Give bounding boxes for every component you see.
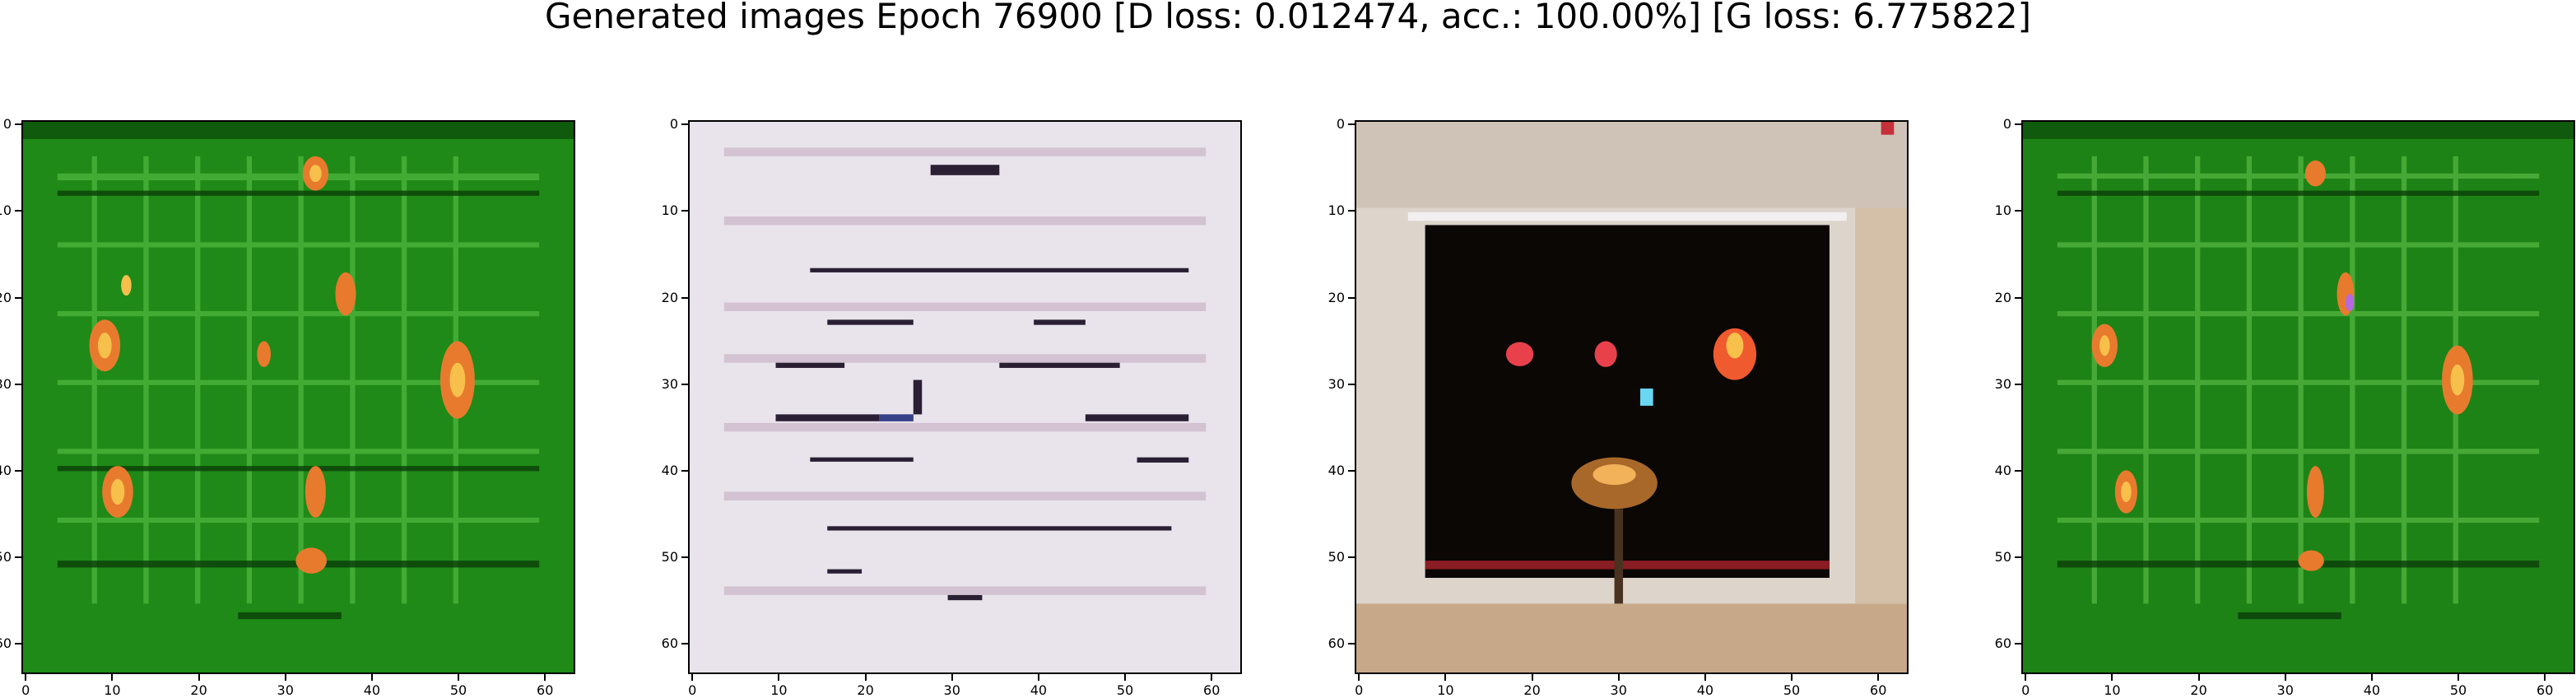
y-tick-mark: [681, 210, 688, 212]
x-tick-mark: [2544, 674, 2546, 681]
y-tick-label: 50: [1328, 551, 1345, 564]
y-tick-label: 30: [662, 378, 678, 391]
y-tick-label: 40: [1328, 464, 1345, 477]
x-tick-mark: [2285, 674, 2286, 681]
y-tick-label: 0: [670, 118, 678, 131]
y-tick-mark: [2015, 470, 2021, 472]
y-tick-label: 50: [662, 551, 678, 564]
y-tick-mark: [2015, 210, 2021, 212]
x-tick-mark: [1877, 674, 1879, 681]
y-tick-mark: [1348, 297, 1355, 299]
y-tick-label: 40: [662, 464, 678, 477]
generated-image-3-canvas: [1356, 122, 1907, 672]
x-tick-mark: [1791, 674, 1793, 681]
x-tick-mark: [1704, 674, 1706, 681]
x-tick-mark: [1358, 674, 1360, 681]
y-tick-label: 10: [0, 204, 12, 217]
y-tick-mark: [1348, 556, 1355, 558]
x-tick-mark: [285, 674, 286, 681]
y-tick-mark: [2015, 556, 2021, 558]
x-tick-mark: [198, 674, 200, 681]
generated-image-4: [2021, 120, 2575, 674]
x-tick-mark: [691, 674, 693, 681]
x-tick-mark: [544, 674, 546, 681]
y-tick-label: 40: [0, 464, 12, 477]
y-tick-mark: [15, 643, 21, 644]
y-tick-mark: [15, 123, 21, 125]
y-tick-mark: [681, 384, 688, 385]
y-tick-mark: [1348, 643, 1355, 644]
y-tick-mark: [681, 643, 688, 644]
x-tick-mark: [2025, 674, 2026, 681]
generated-image-4-canvas: [2023, 122, 2574, 672]
generated-image-1: [21, 120, 575, 674]
generated-image-2: [688, 120, 1242, 674]
generated-image-1-canvas: [23, 122, 574, 672]
x-tick-mark: [865, 674, 867, 681]
y-tick-label: 10: [662, 204, 678, 217]
x-tick-mark: [1444, 674, 1446, 681]
y-tick-mark: [681, 556, 688, 558]
y-tick-mark: [1348, 384, 1355, 385]
y-tick-mark: [681, 470, 688, 472]
y-tick-mark: [15, 297, 21, 299]
y-tick-label: 60: [0, 637, 12, 650]
x-tick-mark: [778, 674, 779, 681]
x-tick-mark: [1618, 674, 1620, 681]
y-tick-label: 0: [1337, 118, 1345, 131]
y-tick-label: 60: [1995, 637, 2011, 650]
y-tick-label: 20: [662, 291, 678, 305]
x-tick-mark: [371, 674, 373, 681]
x-tick-mark: [458, 674, 459, 681]
y-tick-mark: [2015, 297, 2021, 299]
y-tick-mark: [15, 556, 21, 558]
x-tick-mark: [2371, 674, 2373, 681]
y-tick-label: 10: [1328, 204, 1345, 217]
y-tick-mark: [2015, 384, 2021, 385]
y-tick-label: 30: [1995, 378, 2011, 391]
x-tick-mark: [1211, 674, 1212, 681]
y-tick-label: 30: [0, 378, 12, 391]
y-tick-label: 20: [0, 291, 12, 305]
y-tick-label: 50: [0, 551, 12, 564]
y-tick-label: 0: [3, 118, 12, 131]
x-tick-mark: [951, 674, 953, 681]
y-tick-mark: [1348, 123, 1355, 125]
x-tick-mark: [1038, 674, 1039, 681]
y-tick-label: 30: [1328, 378, 1345, 391]
x-tick-mark: [2198, 674, 2200, 681]
generated-image-2-canvas: [690, 122, 1240, 672]
y-tick-mark: [681, 297, 688, 299]
generated-image-3: [1355, 120, 1909, 674]
y-tick-mark: [1348, 470, 1355, 472]
figure-title: Generated images Epoch 76900 [D loss: 0.…: [0, 0, 2576, 41]
y-tick-label: 50: [1995, 551, 2011, 564]
x-tick-mark: [1124, 674, 1126, 681]
x-tick-mark: [2457, 674, 2459, 681]
y-tick-mark: [1348, 210, 1355, 212]
y-tick-mark: [15, 384, 21, 385]
x-tick-mark: [1532, 674, 1533, 681]
x-tick-mark: [25, 674, 26, 681]
y-tick-mark: [681, 123, 688, 125]
y-tick-label: 40: [1995, 464, 2011, 477]
y-tick-label: 60: [662, 637, 678, 650]
y-tick-mark: [2015, 643, 2021, 644]
x-tick-mark: [2111, 674, 2113, 681]
y-tick-label: 60: [1328, 637, 1345, 650]
y-tick-mark: [15, 470, 21, 472]
y-tick-mark: [15, 210, 21, 212]
y-tick-mark: [2015, 123, 2021, 125]
y-tick-label: 10: [1995, 204, 2011, 217]
y-tick-label: 20: [1995, 291, 2011, 305]
y-tick-label: 20: [1328, 291, 1345, 305]
y-tick-label: 0: [2003, 118, 2011, 131]
x-tick-mark: [111, 674, 113, 681]
